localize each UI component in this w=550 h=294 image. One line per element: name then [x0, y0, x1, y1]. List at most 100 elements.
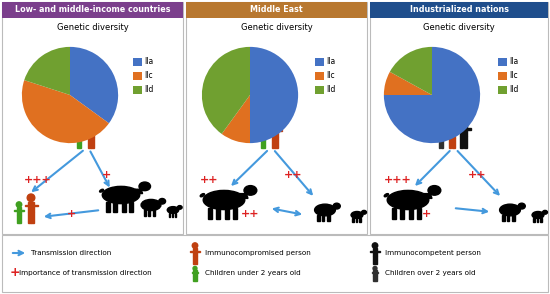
Polygon shape — [134, 189, 142, 193]
Text: +: + — [102, 170, 111, 180]
Ellipse shape — [167, 207, 179, 213]
Text: Genetic diversity: Genetic diversity — [57, 24, 128, 33]
Text: ++: ++ — [200, 175, 218, 185]
Bar — [194, 276, 195, 281]
Wedge shape — [22, 80, 109, 143]
Bar — [449, 138, 452, 148]
Bar — [194, 270, 197, 276]
Bar — [79, 140, 81, 148]
Bar — [439, 134, 443, 141]
Bar — [129, 202, 133, 212]
Text: +: + — [10, 266, 21, 280]
Bar — [186, 2, 367, 234]
Bar — [452, 138, 454, 148]
Bar — [464, 136, 467, 148]
Circle shape — [438, 130, 443, 134]
Text: +++: +++ — [24, 175, 52, 185]
Bar — [373, 256, 375, 264]
Bar — [88, 127, 94, 137]
Text: IId: IId — [144, 86, 153, 94]
Bar — [373, 270, 377, 276]
Bar — [439, 141, 441, 148]
Bar — [400, 208, 404, 219]
Bar — [77, 140, 79, 148]
Bar — [153, 209, 155, 216]
Bar — [113, 202, 117, 212]
Bar — [133, 86, 142, 94]
Text: IIc: IIc — [326, 71, 334, 81]
Bar — [21, 210, 24, 211]
Bar — [507, 215, 509, 221]
Ellipse shape — [428, 186, 441, 195]
Bar — [356, 218, 358, 222]
Bar — [193, 256, 195, 264]
Text: Genetic diversity: Genetic diversity — [423, 24, 495, 33]
Bar — [498, 72, 507, 80]
Bar — [186, 2, 367, 18]
Bar — [88, 137, 91, 148]
Bar — [25, 205, 28, 206]
Circle shape — [16, 202, 22, 207]
Text: IId: IId — [326, 86, 336, 94]
Bar — [2, 235, 548, 292]
Bar — [502, 215, 505, 221]
Bar — [19, 215, 21, 223]
Bar — [91, 137, 94, 148]
Text: Immunocompetent person: Immunocompetent person — [385, 250, 481, 256]
Wedge shape — [384, 72, 432, 95]
Bar — [373, 276, 375, 281]
Bar — [375, 256, 377, 264]
Bar — [498, 58, 507, 66]
Bar — [31, 212, 34, 223]
Bar — [460, 136, 463, 148]
Bar — [409, 208, 413, 219]
Bar — [207, 208, 212, 219]
Bar — [372, 272, 373, 273]
Circle shape — [27, 194, 35, 202]
Circle shape — [193, 266, 197, 270]
Bar — [191, 272, 194, 273]
Text: ++: ++ — [468, 170, 487, 180]
Circle shape — [76, 127, 82, 132]
Wedge shape — [24, 47, 70, 95]
Ellipse shape — [532, 211, 544, 218]
Bar — [2, 2, 183, 18]
Bar — [322, 215, 324, 221]
Bar — [197, 250, 200, 252]
Bar — [233, 208, 237, 219]
Bar — [169, 213, 170, 217]
Bar — [195, 256, 197, 264]
Wedge shape — [250, 47, 298, 143]
Text: IIa: IIa — [509, 58, 518, 66]
Bar — [14, 210, 16, 211]
Ellipse shape — [499, 204, 520, 216]
Bar — [449, 128, 455, 138]
Bar — [122, 202, 126, 212]
Bar — [190, 250, 192, 252]
Ellipse shape — [200, 194, 205, 197]
Circle shape — [459, 116, 468, 125]
Bar — [2, 2, 183, 234]
Bar — [28, 212, 31, 223]
Bar — [106, 202, 110, 212]
Bar — [498, 86, 507, 94]
Ellipse shape — [543, 211, 547, 214]
Ellipse shape — [333, 203, 340, 209]
Text: Genetic diversity: Genetic diversity — [241, 24, 312, 33]
Text: IIa: IIa — [326, 58, 336, 66]
Bar — [81, 135, 84, 136]
Bar — [272, 137, 274, 148]
Text: Children under 2 years old: Children under 2 years old — [205, 270, 301, 276]
Circle shape — [192, 243, 198, 248]
Text: Low- and middle-income countries: Low- and middle-income countries — [15, 6, 170, 14]
Text: +++: +++ — [384, 175, 412, 185]
Bar — [537, 218, 538, 222]
Ellipse shape — [387, 191, 429, 210]
Bar — [446, 131, 449, 132]
Text: IIa: IIa — [144, 58, 153, 66]
Bar — [377, 272, 378, 273]
Ellipse shape — [384, 194, 388, 197]
Text: ++: ++ — [284, 170, 302, 180]
Bar — [317, 215, 320, 221]
Ellipse shape — [244, 186, 257, 195]
